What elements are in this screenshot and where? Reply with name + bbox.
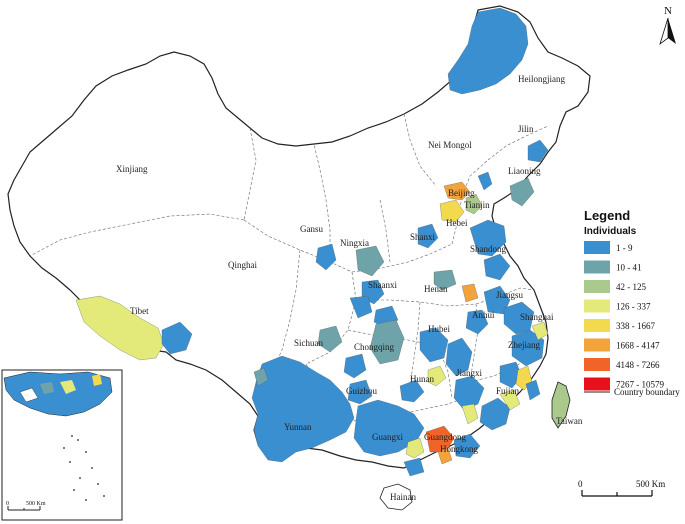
legend-label: 7267 - 10579 [616,380,664,390]
inset-map: 0 500 Km [1,369,123,521]
label-guizhou: Guizhou [346,386,377,396]
legend-label: 126 - 337 [616,302,651,312]
label-taiwan: Taiwan [556,416,583,426]
legend-subtitle: Individuals [584,226,637,237]
label-fujian: Fujian [496,386,520,396]
legend-swatch [584,358,610,371]
label-shandong: Shandong [470,244,507,254]
label-beijing: Beijing [448,188,475,198]
label-nei-mongol: Nei Mongol [428,140,472,150]
label-jilin: Jilin [518,124,534,134]
legend-swatch [584,319,610,332]
legend-swatch [584,377,610,391]
legend-label: 1 - 9 [616,243,633,253]
legend-swatch [584,280,610,293]
scale-bar: 0 500 Km [578,479,665,497]
legend-swatch [584,299,610,313]
label-guangdong: Guangdong [424,432,466,442]
north-label: N [664,5,672,17]
scale-start: 0 [578,479,583,489]
label-guangxi: Guangxi [372,432,403,442]
legend: Legend Individuals 1 - 9 10 - 41 42 - 125 1… [584,208,680,397]
legend-label: 1668 - 4147 [616,341,660,351]
label-hainan: Hainan [390,492,416,502]
data-regions [75,7,549,477]
label-shanxi: Shanxi [410,232,436,242]
label-chongqing: Chongqing [354,342,395,352]
label-qinghai: Qinghai [228,260,257,270]
label-tianjin: Tianjin [464,200,490,210]
label-anhui: Anhui [472,310,495,320]
legend-boundary-label: Country boundary [614,387,680,397]
label-hebei: Hebei [446,218,468,228]
label-xinjiang: Xinjiang [116,164,148,174]
legend-label: 42 - 125 [616,282,646,292]
legend-label: 338 - 1667 [616,321,655,331]
legend-label: 4148 - 7266 [616,360,660,370]
taiwan-island [551,381,571,429]
label-henan: Henan [424,284,448,294]
legend-swatch [584,260,610,274]
hainan-island [379,483,413,511]
inset-scale-end: 500 Km [26,501,46,507]
label-heilongjiang: Heilongjiang [518,74,565,84]
label-gansu: Gansu [300,224,323,234]
scale-end: 500 Km [636,479,665,489]
label-hongkong: Hongkong [440,444,478,454]
label-jiangxi: Jiangxi [456,368,482,378]
legend-title: Legend [584,208,630,223]
label-tibet: Tibet [130,306,149,316]
north-arrow: N [659,5,676,46]
legend-swatch [584,338,610,352]
inset-scale-start: 0 [6,501,9,507]
label-zhejiang: Zhejiang [508,340,540,350]
label-yunnan: Yunnan [284,422,312,432]
label-hubei: Hubei [428,324,450,334]
inset-islands [63,435,105,501]
label-shaanxi: Shaanxi [368,280,397,290]
legend-label: 10 - 41 [616,263,642,273]
province-labels: Heilongjiang Jilin Liaoning Nei Mongol X… [116,74,583,502]
label-jiangsu: Jiangsu [496,290,524,300]
label-shanghai: Shanghai [520,312,554,322]
label-ningxia: Ningxia [340,238,369,248]
legend-swatch [584,241,610,254]
label-liaoning: Liaoning [508,166,541,176]
label-hunan: Hunan [410,374,434,384]
label-sichuan: Sichuan [294,338,323,348]
